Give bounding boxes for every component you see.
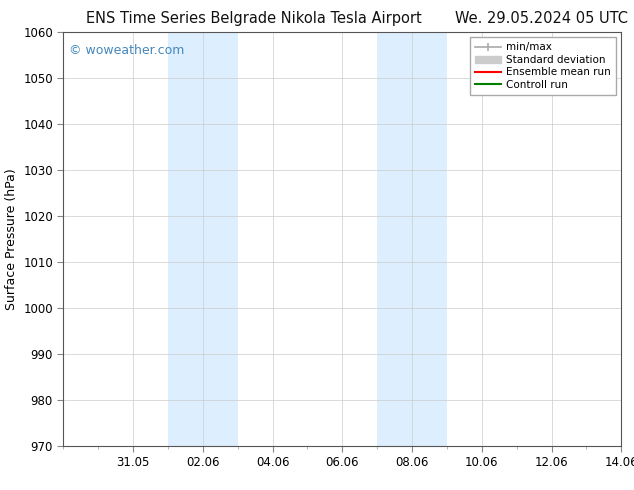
Bar <box>168 32 238 446</box>
Text: ENS Time Series Belgrade Nikola Tesla Airport: ENS Time Series Belgrade Nikola Tesla Ai… <box>86 11 422 26</box>
Y-axis label: Surface Pressure (hPa): Surface Pressure (hPa) <box>4 168 18 310</box>
Text: © woweather.com: © woweather.com <box>69 44 184 57</box>
Legend: min/max, Standard deviation, Ensemble mean run, Controll run: min/max, Standard deviation, Ensemble me… <box>470 37 616 95</box>
Bar <box>377 32 447 446</box>
Text: We. 29.05.2024 05 UTC: We. 29.05.2024 05 UTC <box>455 11 628 26</box>
